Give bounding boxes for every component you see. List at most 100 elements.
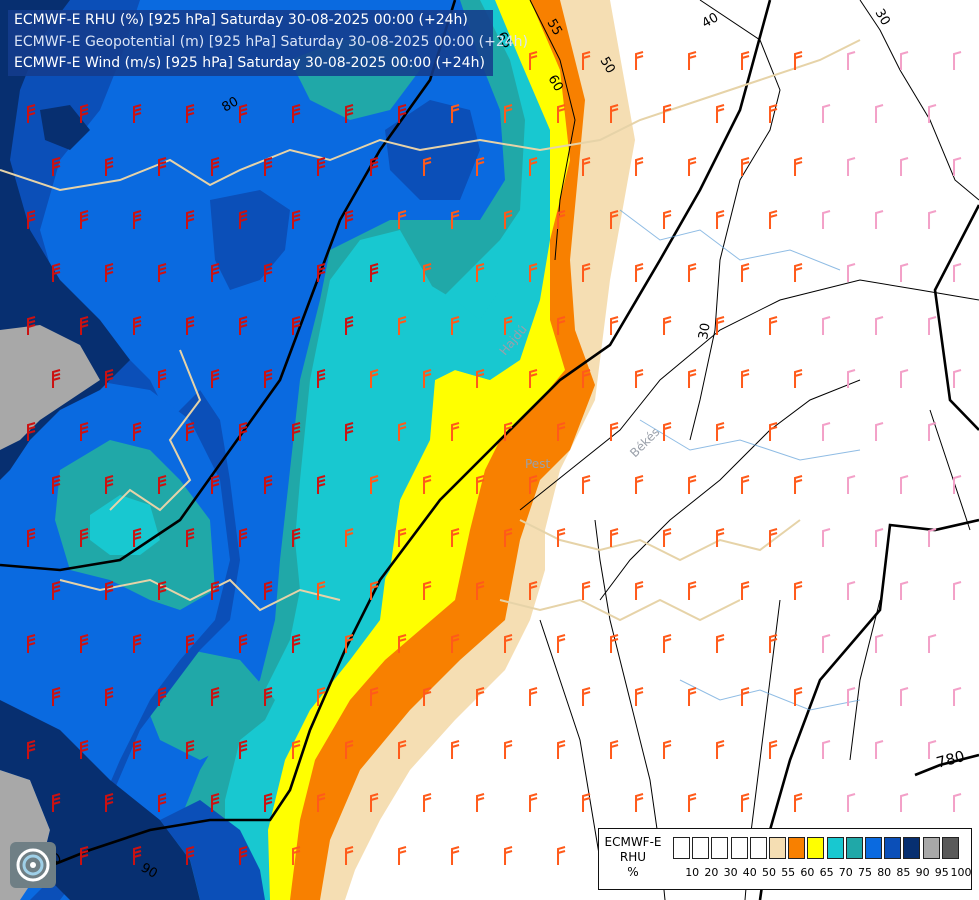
wind-barb-icon xyxy=(105,369,114,388)
wind-barb-icon xyxy=(476,475,485,494)
wind-barb-icon xyxy=(317,369,326,388)
wind-barb-icon xyxy=(688,157,697,176)
wind-barb-icon xyxy=(133,210,142,229)
wind-barb-icon xyxy=(80,104,89,123)
wind-barb-icon xyxy=(582,157,591,176)
wind-barb-icon xyxy=(928,316,937,335)
wind-barb-icon xyxy=(80,740,89,759)
wind-barb-icon xyxy=(292,210,301,229)
wind-barb-icon xyxy=(133,846,142,865)
contour-label-55: 55 xyxy=(544,17,565,39)
wind-barb-icon xyxy=(953,581,962,600)
wind-barb-icon xyxy=(239,422,248,441)
wind-barb-icon xyxy=(769,422,778,441)
wind-barb-icon xyxy=(264,369,273,388)
wind-barb-icon xyxy=(769,634,778,653)
wind-barb-icon xyxy=(504,104,513,123)
wind-barb-icon xyxy=(27,740,36,759)
wind-barb-icon xyxy=(794,475,803,494)
wind-barb-icon xyxy=(451,104,460,123)
legend-tick-label: 75 xyxy=(858,866,872,879)
legend-title-unit: % xyxy=(627,865,639,879)
wind-barb-icon xyxy=(239,846,248,865)
wind-barb-icon xyxy=(186,846,195,865)
wind-barb-icon xyxy=(953,475,962,494)
geopotential-contours xyxy=(519,0,979,900)
rhu-90-north-spot xyxy=(40,105,90,150)
wind-barb-icon xyxy=(239,104,248,123)
wind-barb-icon xyxy=(451,634,460,653)
wind-barb-icon xyxy=(264,475,273,494)
wind-barb-icon xyxy=(847,51,856,70)
wind-barb-icon xyxy=(105,263,114,282)
wind-barb-icon xyxy=(769,740,778,759)
wind-barb-icon xyxy=(186,528,195,547)
legend-swatch xyxy=(922,837,940,859)
map-title-box: ECMWF-E RHU (%) [925 hPa] Saturday 30-08… xyxy=(8,10,528,76)
wind-barb-icon xyxy=(476,793,485,812)
legend-tick-label: 90 xyxy=(915,866,930,879)
wind-barbs xyxy=(27,51,962,865)
wind-barb-icon xyxy=(264,263,273,282)
wind-barb-icon xyxy=(610,634,619,653)
contour-label-80: 80 xyxy=(220,94,242,115)
wind-barb-icon xyxy=(476,581,485,600)
wind-barb-icon xyxy=(900,475,909,494)
wind-barb-icon xyxy=(239,210,248,229)
contour-label-50: 50 xyxy=(597,55,618,77)
wind-barb-icon xyxy=(900,157,909,176)
wind-barb-icon xyxy=(370,581,379,600)
wind-barb-icon xyxy=(398,316,407,335)
wind-barb-icon xyxy=(105,687,114,706)
wind-barb-icon xyxy=(211,475,220,494)
title-wind: ECMWF-E Wind (m/s) [925 hPa] Saturday 30… xyxy=(14,55,485,71)
legend-tick-label: 55 xyxy=(781,866,796,879)
legend-title-variable: RHU xyxy=(619,850,647,864)
wind-barb-icon xyxy=(769,528,778,547)
legend-swatch xyxy=(826,837,844,859)
wind-barb-icon xyxy=(158,793,167,812)
wind-barb-icon xyxy=(847,793,856,812)
legend-swatch xyxy=(845,837,863,859)
wind-barb-icon xyxy=(345,740,354,759)
wind-barb-icon xyxy=(928,104,937,123)
wind-barb-icon xyxy=(317,157,326,176)
wind-barb-icon xyxy=(928,740,937,759)
wind-barb-icon xyxy=(822,422,831,441)
wind-barb-icon xyxy=(741,687,750,706)
wind-barb-icon xyxy=(133,634,142,653)
legend-tick-label: 50 xyxy=(762,866,776,879)
wind-barb-icon xyxy=(370,263,379,282)
legend-tick-label: 100 xyxy=(950,866,972,879)
legend-swatch xyxy=(769,837,786,859)
wind-barb-icon xyxy=(769,210,778,229)
wind-barb-icon xyxy=(529,687,538,706)
wind-barb-icon xyxy=(663,104,672,123)
wind-barb-icon xyxy=(292,528,301,547)
wind-barb-icon xyxy=(186,740,195,759)
wind-barb-icon xyxy=(423,157,432,176)
wind-barb-icon xyxy=(635,475,644,494)
wind-barb-icon xyxy=(557,740,566,759)
wind-barb-icon xyxy=(398,422,407,441)
wind-barb-icon xyxy=(211,369,220,388)
legend-tick-label: 40 xyxy=(742,866,757,879)
legend-swatch xyxy=(788,837,806,859)
wind-barb-icon xyxy=(27,316,36,335)
wind-barb-icon xyxy=(688,263,697,282)
wind-barb-icon xyxy=(875,740,884,759)
wind-barb-icon xyxy=(953,51,962,70)
wind-barb-icon xyxy=(557,528,566,547)
wind-barb-icon xyxy=(264,687,273,706)
wind-barb-icon xyxy=(27,210,36,229)
wind-barb-icon xyxy=(822,634,831,653)
contour-label-40-ne: 40 xyxy=(700,10,722,31)
wind-barb-icon xyxy=(158,475,167,494)
wind-barb-icon xyxy=(423,369,432,388)
wind-barb-icon xyxy=(875,422,884,441)
wind-barb-icon xyxy=(663,422,672,441)
wind-barb-icon xyxy=(133,740,142,759)
wind-barb-icon xyxy=(133,422,142,441)
wind-barb-icon xyxy=(582,51,591,70)
wind-barb-icon xyxy=(345,316,354,335)
